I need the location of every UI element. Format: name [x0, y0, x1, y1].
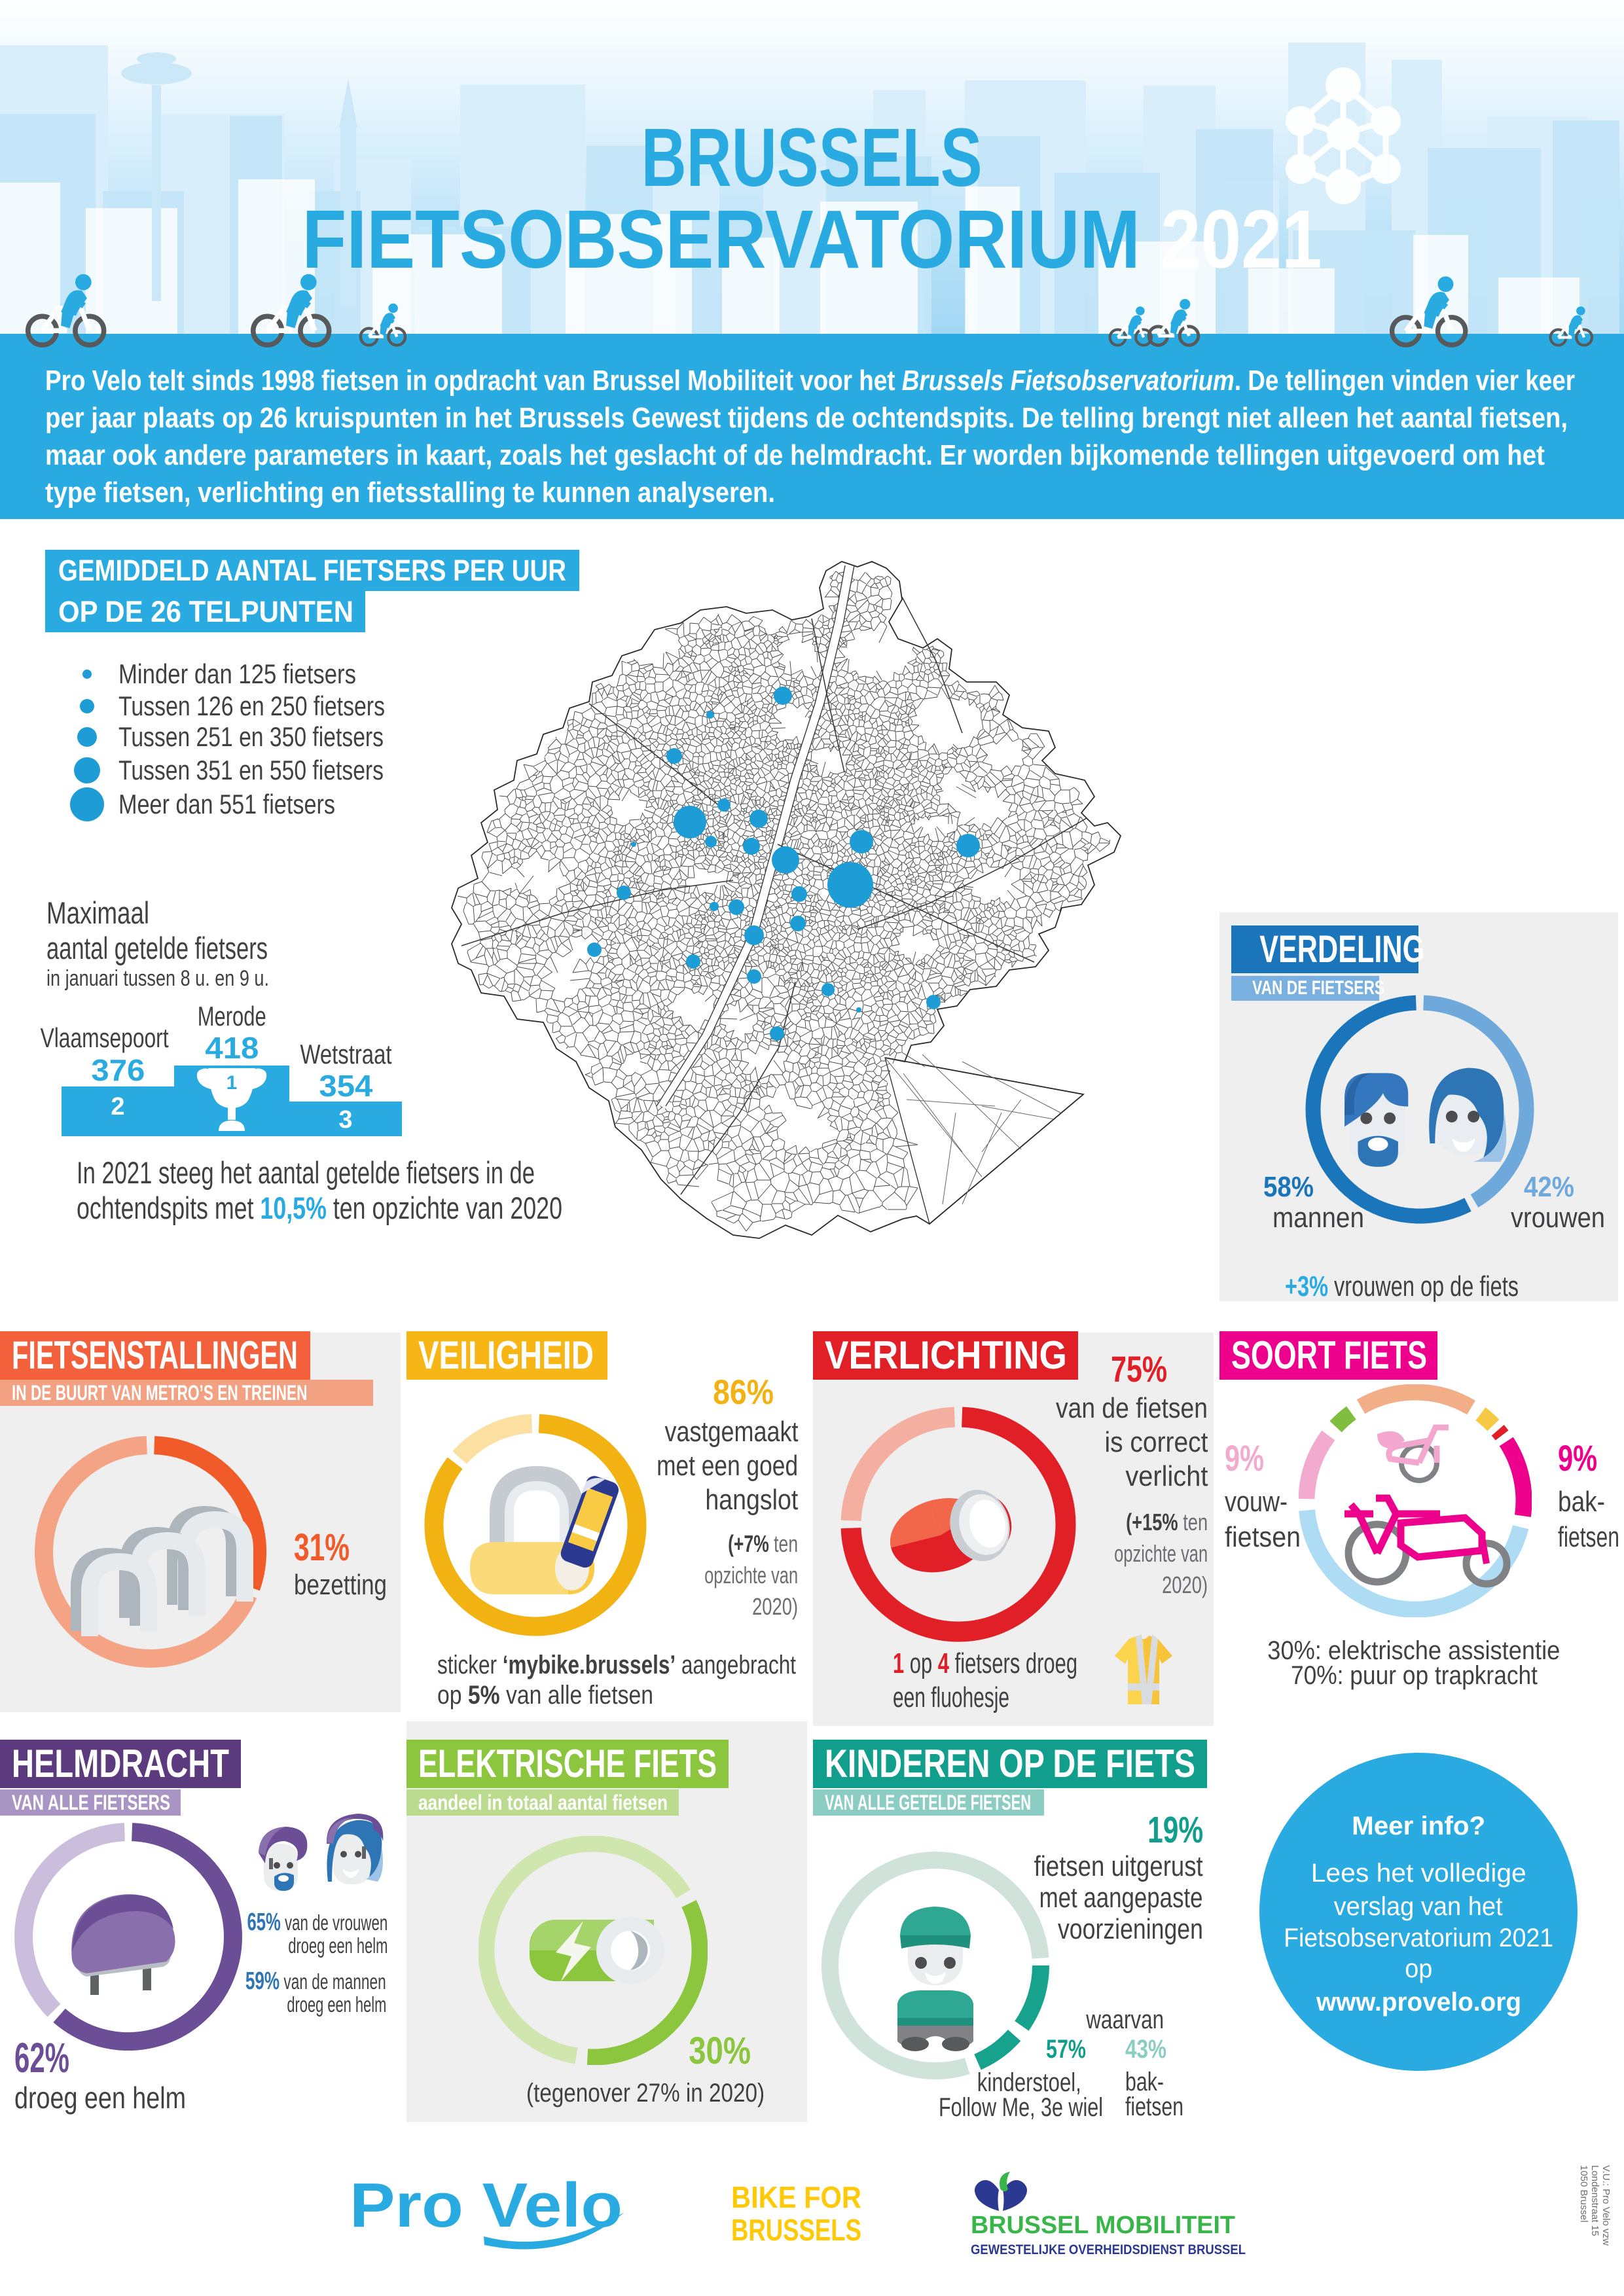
svg-text:1: 1: [226, 1072, 238, 1094]
svg-text:BRUSSEL MOBILITEIT: BRUSSEL MOBILITEIT: [971, 2212, 1235, 2239]
svg-text:GEWESTELIJKE OVERHEIDSDIENST B: GEWESTELIJKE OVERHEIDSDIENST BRUSSEL: [971, 2242, 1246, 2257]
svg-text:Pro Velo: Pro Velo: [350, 2174, 623, 2240]
